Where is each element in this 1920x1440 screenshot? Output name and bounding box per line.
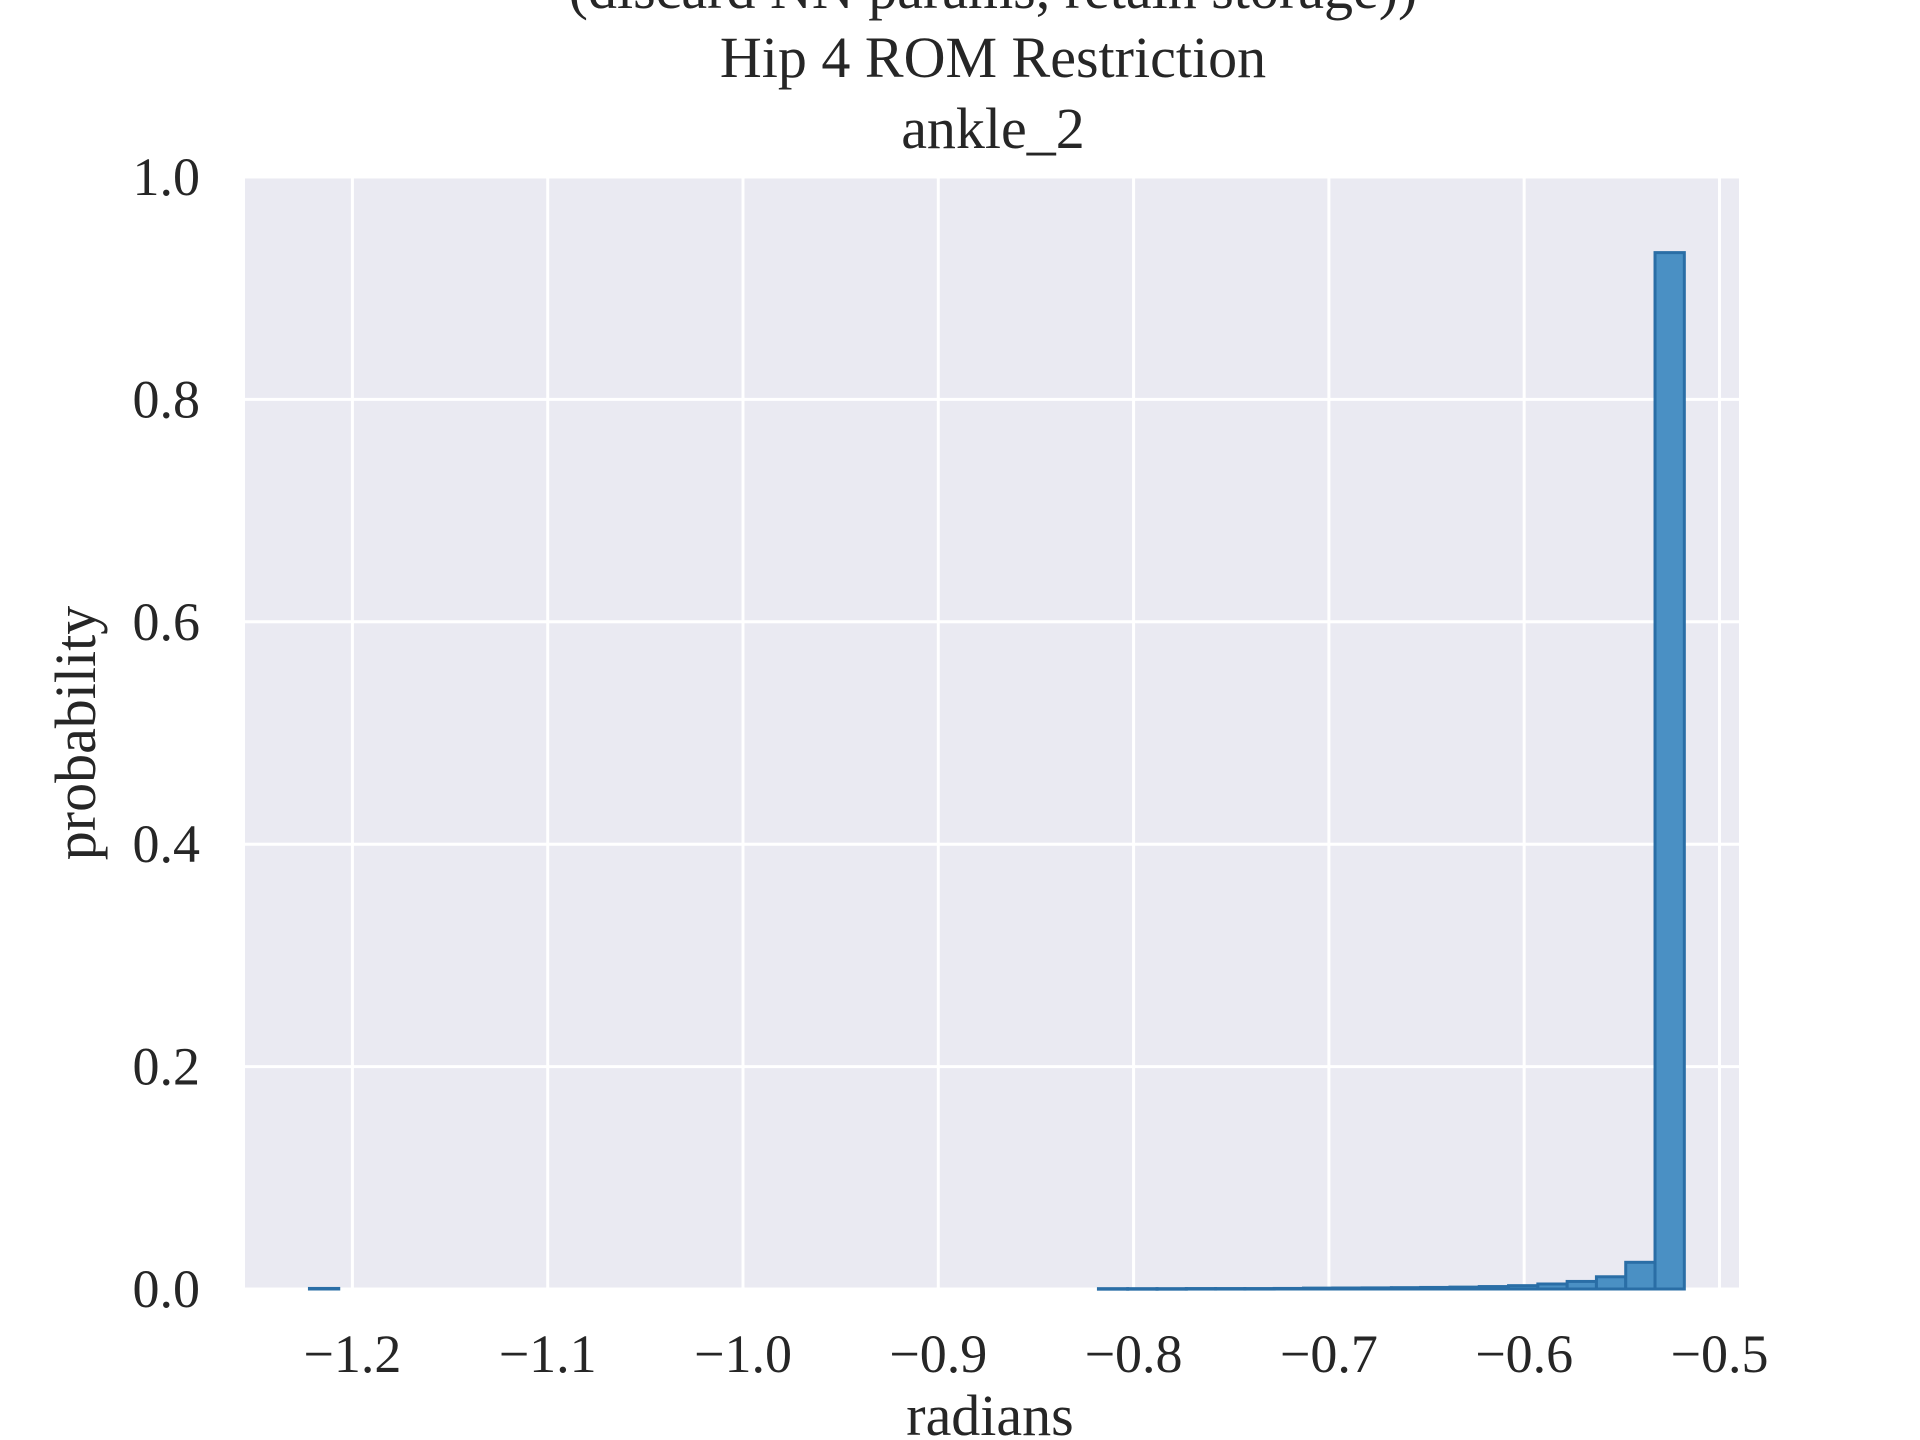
x-tick-label: −1.0 bbox=[694, 1324, 792, 1384]
histogram-bar bbox=[1096, 1287, 1130, 1291]
histogram-bar bbox=[1389, 1286, 1423, 1291]
y-tick-label: 0.6 bbox=[133, 592, 201, 652]
histogram-bar bbox=[1184, 1287, 1218, 1291]
y-tick-labels: 0.0 0.2 0.4 0.6 0.8 1.0 bbox=[133, 147, 201, 1319]
y-axis-label: probability bbox=[43, 606, 108, 861]
y-tick-label: 0.8 bbox=[133, 369, 201, 429]
x-tick-label: −1.1 bbox=[499, 1324, 597, 1384]
x-tick-labels: −1.2 −1.1 −1.0 −0.9 −0.8 −0.7 −0.6 −0.5 bbox=[303, 1324, 1768, 1384]
title-line-2: Hip 4 ROM Restriction bbox=[720, 25, 1266, 90]
chart-title: (discard NN params, retain storage)) Hip… bbox=[569, 0, 1418, 161]
x-tick-label: −1.2 bbox=[303, 1324, 401, 1384]
histogram-bar bbox=[1360, 1286, 1393, 1291]
y-tick-label: 0.0 bbox=[133, 1259, 201, 1319]
y-tick-label: 1.0 bbox=[133, 147, 201, 207]
histogram-bar bbox=[1214, 1287, 1247, 1291]
histogram-bar bbox=[1536, 1282, 1569, 1291]
histogram-bar bbox=[1419, 1285, 1452, 1291]
histogram-bar bbox=[1477, 1285, 1511, 1291]
histogram-bar bbox=[1448, 1285, 1481, 1291]
histogram-bar bbox=[1243, 1287, 1276, 1291]
y-tick-label: 0.2 bbox=[133, 1037, 201, 1097]
histogram-bar bbox=[1155, 1287, 1188, 1291]
histogram-bar bbox=[307, 1286, 341, 1291]
histogram-bar bbox=[1272, 1286, 1305, 1291]
histogram-bar bbox=[1624, 1260, 1657, 1291]
y-tick-label: 0.4 bbox=[133, 814, 201, 874]
x-axis-label: radians bbox=[906, 1383, 1074, 1440]
histogram-bar bbox=[1594, 1275, 1628, 1291]
histogram-bar bbox=[1653, 251, 1686, 1291]
x-tick-label: −0.6 bbox=[1475, 1324, 1573, 1384]
histogram-bar bbox=[1565, 1279, 1598, 1291]
x-tick-label: −0.8 bbox=[1085, 1324, 1183, 1384]
title-line-1: (discard NN params, retain storage)) bbox=[569, 0, 1418, 21]
x-tick-label: −0.5 bbox=[1670, 1324, 1768, 1384]
x-tick-label: −0.7 bbox=[1280, 1324, 1378, 1384]
histogram-bar bbox=[1507, 1284, 1540, 1291]
title-line-3: ankle_2 bbox=[901, 96, 1085, 161]
plot-area bbox=[245, 177, 1739, 1289]
gridlines bbox=[245, 175, 1739, 1291]
histogram-bars bbox=[307, 251, 1686, 1291]
histogram-bar bbox=[1331, 1286, 1364, 1291]
histogram-bar bbox=[1126, 1287, 1159, 1291]
histogram-bar bbox=[1301, 1286, 1335, 1291]
x-tick-label: −0.9 bbox=[889, 1324, 987, 1384]
